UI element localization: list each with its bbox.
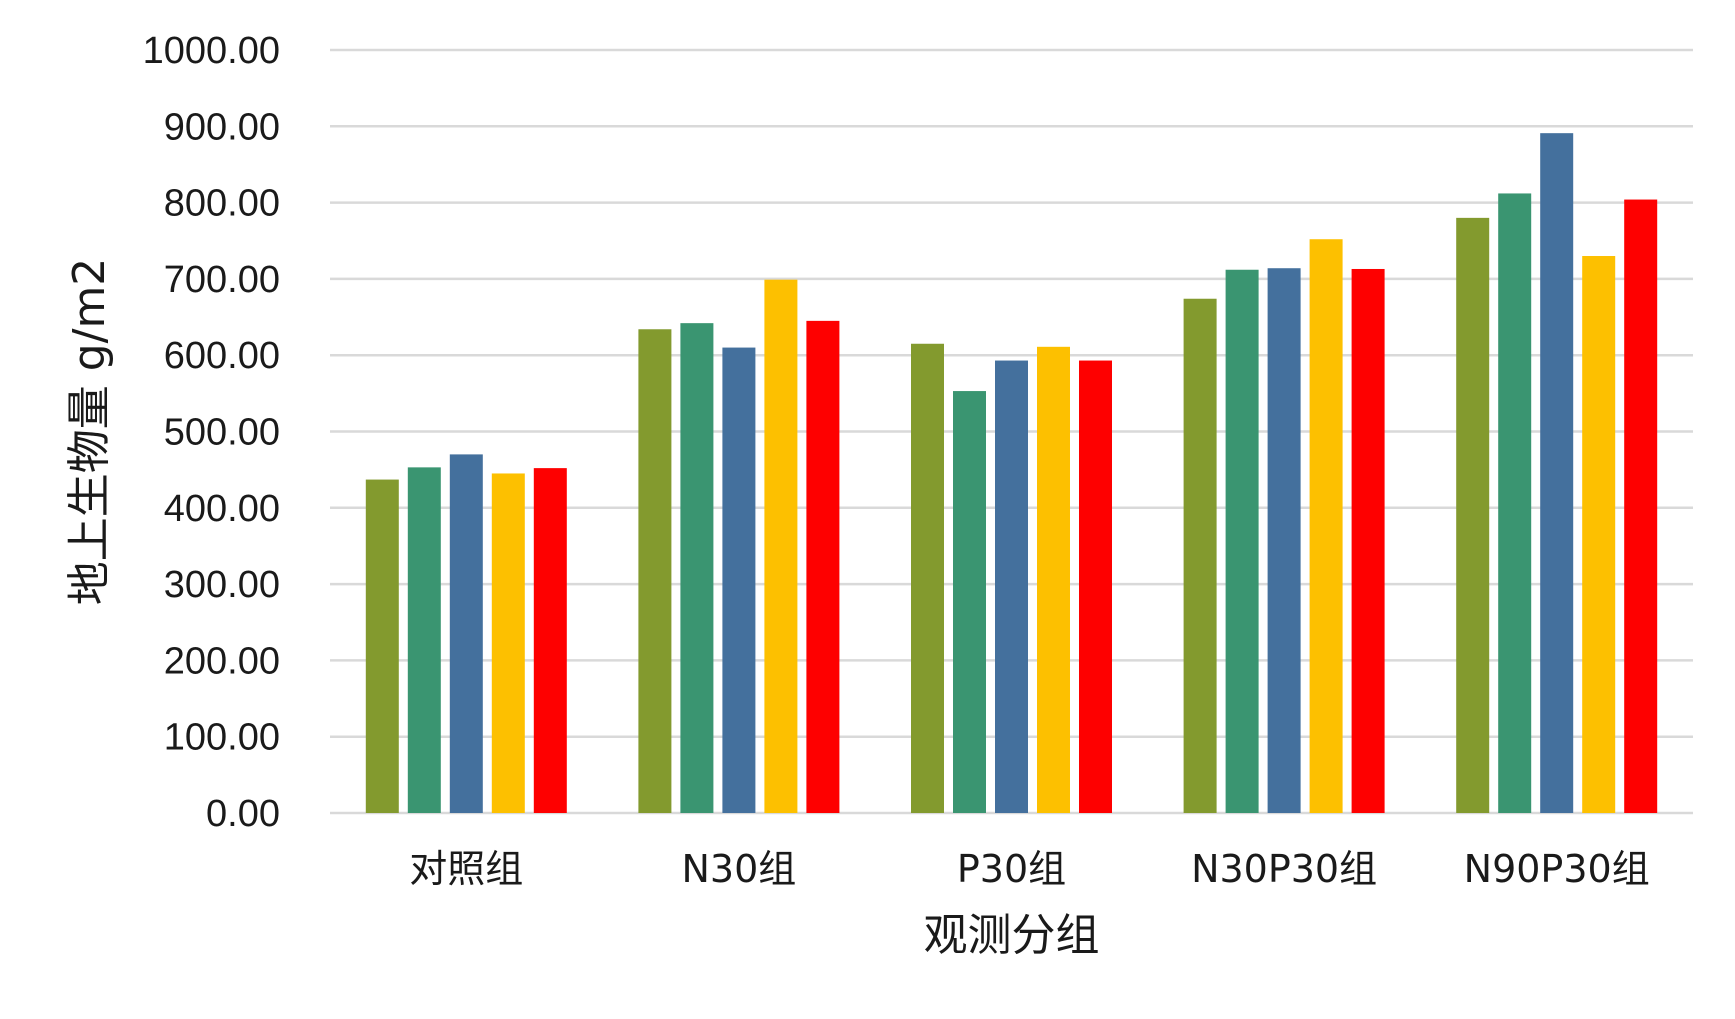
y-tick-label: 0.00: [206, 793, 280, 835]
bar: [449, 454, 483, 813]
y-tick-label: 300.00: [164, 564, 280, 606]
y-tick-label: 500.00: [164, 412, 280, 454]
bars: [365, 133, 1658, 814]
y-tick-label: 400.00: [164, 488, 280, 530]
bar: [491, 473, 525, 813]
y-tick-label: 700.00: [164, 259, 280, 301]
x-tick-label: N30组: [682, 847, 797, 891]
bar: [638, 329, 672, 813]
x-axis-ticks: 对照组 N30组 P30组 N30P30组 N90P30组: [409, 847, 1649, 891]
bar: [1225, 269, 1259, 813]
x-tick-label: N30P30组: [1191, 847, 1377, 891]
bar: [680, 323, 714, 813]
x-tick-label: P30组: [957, 847, 1066, 891]
bar: [1079, 360, 1112, 813]
bar: [1037, 346, 1070, 813]
y-tick-label: 1000.00: [143, 30, 280, 72]
bar: [365, 479, 399, 813]
bar: [995, 360, 1028, 813]
y-tick-label: 100.00: [164, 717, 280, 759]
bar: [764, 279, 798, 814]
bar: [911, 343, 944, 813]
y-tick-label: 200.00: [164, 640, 280, 682]
x-axis-title: 观测分组: [924, 910, 1100, 961]
y-tick-label: 600.00: [164, 335, 280, 377]
y-tick-label: 900.00: [164, 106, 280, 148]
x-tick-label: 对照组: [409, 847, 523, 891]
bar: [1582, 256, 1616, 813]
bar: [1183, 298, 1217, 813]
bar: [806, 320, 840, 813]
bar: [953, 391, 986, 813]
bar: [1498, 193, 1532, 814]
bar: [533, 468, 567, 813]
bar: [1351, 268, 1385, 814]
bar: [407, 467, 441, 813]
bar: [1267, 268, 1301, 813]
bar: [1456, 217, 1490, 814]
bar: [1540, 133, 1574, 814]
bar: [1309, 239, 1343, 813]
y-axis-title: 地上生物量 g/m2: [64, 258, 115, 606]
y-axis-ticks: 0.00 100.00 200.00 300.00 400.00 500.00 600.00…: [143, 30, 280, 835]
bar: [722, 347, 756, 813]
bar: [1624, 199, 1658, 814]
x-tick-label: N90P30组: [1464, 847, 1650, 891]
y-tick-label: 800.00: [164, 183, 280, 225]
